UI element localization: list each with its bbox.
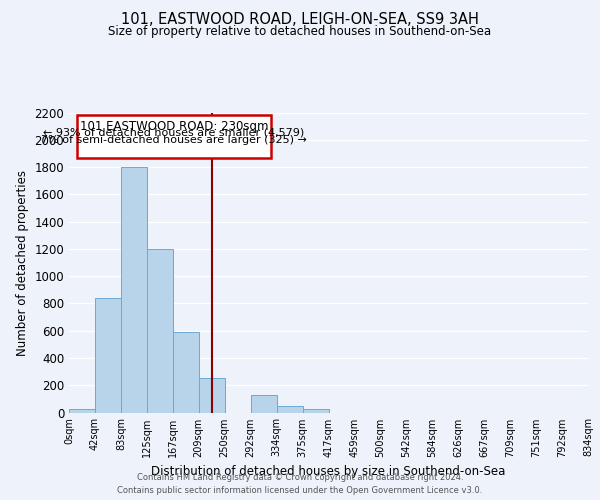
Bar	[77, 114, 271, 158]
X-axis label: Distribution of detached houses by size in Southend-on-Sea: Distribution of detached houses by size …	[151, 465, 506, 478]
Bar	[95, 298, 121, 412]
Bar	[69, 409, 95, 412]
Bar	[121, 167, 147, 412]
Y-axis label: Number of detached properties: Number of detached properties	[16, 170, 29, 356]
Bar	[173, 332, 199, 412]
Text: Contains HM Land Registry data © Crown copyright and database right 2024.
Contai: Contains HM Land Registry data © Crown c…	[118, 474, 482, 495]
Text: Size of property relative to detached houses in Southend-on-Sea: Size of property relative to detached ho…	[109, 25, 491, 38]
Bar	[251, 396, 277, 412]
Text: 101, EASTWOOD ROAD, LEIGH-ON-SEA, SS9 3AH: 101, EASTWOOD ROAD, LEIGH-ON-SEA, SS9 3A…	[121, 12, 479, 28]
Bar	[302, 409, 329, 412]
Bar	[199, 378, 224, 412]
Text: 7% of semi-detached houses are larger (325) →: 7% of semi-detached houses are larger (3…	[41, 135, 307, 145]
Text: 101 EASTWOOD ROAD: 230sqm: 101 EASTWOOD ROAD: 230sqm	[80, 120, 268, 132]
Text: ← 93% of detached houses are smaller (4,579): ← 93% of detached houses are smaller (4,…	[43, 128, 305, 138]
Bar	[147, 249, 173, 412]
Bar	[277, 406, 302, 412]
